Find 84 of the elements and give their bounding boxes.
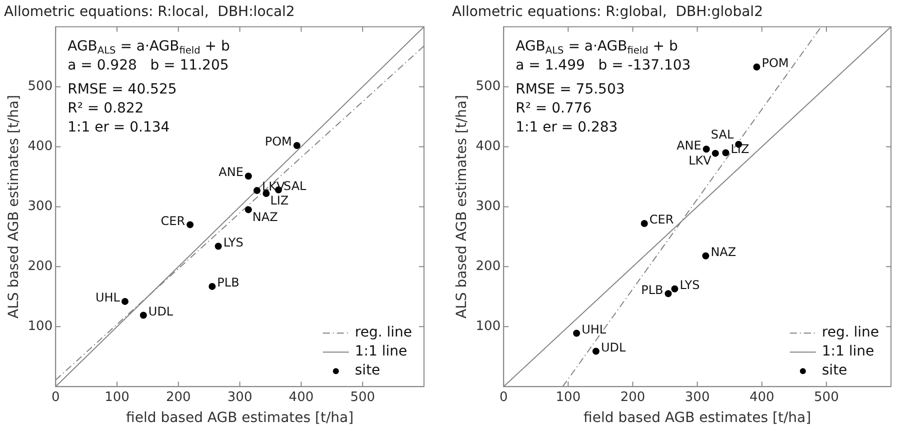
- legend-label: site: [822, 362, 848, 379]
- chart-title: Allometric equations: R:local, DBH:local2: [4, 4, 295, 20]
- point: [573, 330, 580, 337]
- annotation: RMSE = 75.503: [516, 81, 625, 98]
- x-tick-label: 100: [104, 390, 130, 405]
- y-tick-label: 100: [28, 319, 53, 334]
- legend-label: 1:1 line: [354, 344, 408, 360]
- point: [702, 252, 710, 260]
- point: [753, 63, 760, 70]
- annotation: LIZ: [270, 194, 289, 208]
- annotation: 1:1 er = 0.134: [68, 119, 170, 136]
- point: [244, 206, 252, 214]
- point: [262, 190, 270, 198]
- x-tick-label: 500: [350, 390, 376, 405]
- y-tick-label: 100: [476, 319, 501, 334]
- annotation: SAL: [710, 127, 734, 142]
- annotation: LKV: [688, 153, 712, 168]
- annotation: CER: [160, 214, 186, 228]
- annotation: LYS: [223, 235, 244, 250]
- legend-label: site: [354, 362, 380, 379]
- annotation: ANE: [676, 138, 702, 152]
- annotation: a = 0.928 b = 11.205: [68, 57, 229, 74]
- point: [254, 187, 260, 194]
- point: [186, 221, 194, 228]
- annotation: POM: [264, 134, 292, 149]
- y-tick-label: 300: [476, 199, 501, 214]
- annotation: RMSE = 40.525: [68, 81, 177, 98]
- x-tick-label: 400: [749, 390, 774, 405]
- y-axis-title: ALS based AGB estimates [t/ha]: [454, 94, 470, 318]
- point: [208, 282, 216, 290]
- y-tick-label: 200: [476, 259, 501, 274]
- y-tick-label: 500: [28, 79, 53, 94]
- annotation: a = 1.499 b = -137.103: [516, 57, 691, 74]
- x-axis-title: field based AGB estimates [t/ha]: [126, 410, 354, 426]
- annotation: PLB: [217, 276, 240, 290]
- annotation: 1:1 er = 0.283: [516, 119, 618, 136]
- annotation: SAL: [283, 179, 307, 194]
- legend-label: reg. line: [354, 324, 412, 341]
- point: [722, 149, 730, 156]
- x-axis-title: field based AGB estimates [t/ha]: [584, 410, 812, 426]
- annotation: CER: [649, 212, 674, 227]
- y-tick-label: 500: [476, 79, 501, 94]
- annotation: POM: [762, 56, 789, 70]
- x-tick-label: 400: [288, 390, 314, 405]
- annotation: LYS: [680, 278, 700, 292]
- point: [702, 146, 710, 153]
- x-tick-label: 200: [620, 390, 646, 405]
- annotation: UDL: [600, 340, 626, 354]
- x-tick-label: 0: [51, 390, 60, 405]
- annotation: ANE: [218, 165, 244, 180]
- annotation: NAZ: [710, 245, 736, 259]
- y-tick-label: 400: [28, 139, 53, 154]
- point: [664, 290, 672, 298]
- annotation: LIZ: [730, 142, 750, 156]
- annotation: R² = 0.822: [68, 100, 144, 116]
- x-tick-label: 100: [556, 390, 581, 405]
- x-tick-label: 500: [814, 390, 839, 405]
- y-tick-label: 300: [28, 199, 53, 214]
- chart-title: Allometric equations: R:global, DBH:global2: [452, 4, 763, 20]
- x-tick-label: 300: [227, 390, 252, 405]
- legend-label: 1:1 line: [822, 344, 874, 360]
- x-tick-label: 300: [684, 390, 710, 405]
- legend-label: reg. line: [822, 324, 880, 341]
- annotation: PLB: [641, 282, 664, 297]
- annotation: NAZ: [252, 210, 278, 224]
- point: [640, 220, 648, 227]
- x-tick-label: 0: [499, 390, 508, 405]
- point: [712, 150, 719, 157]
- point: [592, 348, 600, 355]
- annotation: UHL: [96, 290, 120, 305]
- y-axis-title: ALS based AGB estimates [t/ha]: [6, 94, 22, 318]
- annotation: UDL: [148, 304, 174, 318]
- point: [671, 285, 678, 292]
- point: [244, 172, 252, 180]
- annotation: UHL: [582, 322, 606, 336]
- point: [214, 242, 222, 250]
- annotation: LKV: [262, 180, 286, 194]
- point: [140, 312, 147, 319]
- x-tick-label: 200: [166, 390, 191, 405]
- y-tick-label: 400: [476, 139, 501, 154]
- y-tick-label: 200: [28, 259, 53, 274]
- point: [121, 298, 128, 305]
- annotation: R² = 0.776: [516, 100, 592, 116]
- point: [293, 142, 300, 150]
